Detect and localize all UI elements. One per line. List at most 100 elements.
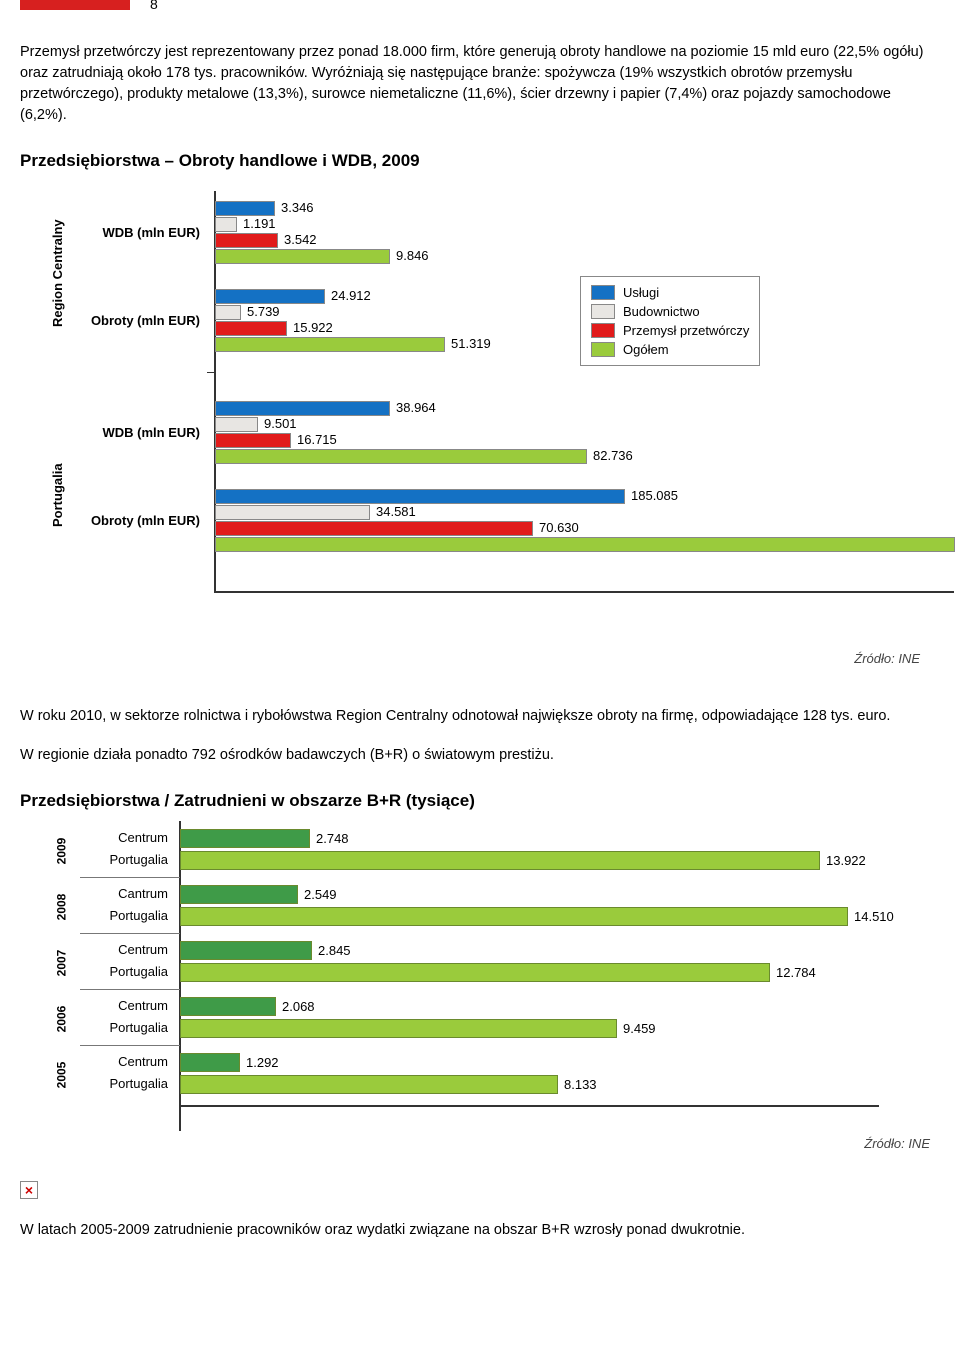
chart2-row-separator — [80, 877, 180, 878]
chart2: Centrum 2.748 Portugalia 13.922 2009 Cantrum 2… — [20, 821, 940, 1161]
chart2-row-separator — [80, 989, 180, 990]
legend-swatch — [591, 342, 615, 357]
chart1-bar-value: 16.715 — [297, 432, 337, 447]
chart1-bar-value: 34.581 — [376, 504, 416, 519]
chart2-year-label: 2008 — [54, 893, 68, 920]
chart2-year-label: 2009 — [54, 837, 68, 864]
chart1-bar — [215, 417, 258, 432]
legend-swatch — [591, 285, 615, 300]
legend-label: Usługi — [623, 285, 659, 300]
broken-image-icon: × — [20, 1181, 38, 1199]
chart2-title: Przedsiębiorstwa / Zatrudnieni w obszarz… — [20, 791, 940, 811]
chart2-bar-value: 14.510 — [854, 909, 894, 924]
chart1-bar — [215, 521, 533, 536]
chart1-metric-label: WDB (mln EUR) — [80, 225, 200, 240]
chart1-bar-value: 3.346 — [281, 200, 314, 215]
chart1-bar — [215, 433, 291, 448]
chart2-year-label: 2006 — [54, 1005, 68, 1032]
chart1-bar — [215, 401, 390, 416]
legend-swatch — [591, 323, 615, 338]
chart2-category-label: Cantrum — [78, 886, 168, 901]
paragraph-4: W latach 2005-2009 zatrudnienie pracowni… — [20, 1220, 940, 1241]
chart1-bar — [215, 233, 278, 248]
legend-swatch — [591, 304, 615, 319]
chart1: WDB (mln EUR) 3.346 1.191 3.542 9.846 Obroty … — [20, 181, 940, 641]
chart1-bar — [215, 289, 325, 304]
page-number: 8 — [150, 0, 940, 12]
chart1-legend-item: Przemysł przetwórczy — [591, 321, 749, 340]
chart2-bar-value: 12.784 — [776, 965, 816, 980]
chart2-bar-value: 1.292 — [246, 1055, 279, 1070]
chart1-bar — [215, 249, 390, 264]
chart1-bar — [215, 505, 370, 520]
chart1-bar-value: 185.085 — [631, 488, 678, 503]
chart2-bar-value: 2.845 — [318, 943, 351, 958]
chart2-bar — [180, 851, 820, 870]
chart1-bar-value: 38.964 — [396, 400, 436, 415]
chart2-category-label: Centrum — [78, 942, 168, 957]
chart1-bar — [215, 201, 275, 216]
chart1-region-label: Region Centralny — [50, 219, 65, 327]
legend-label: Budownictwo — [623, 304, 700, 319]
chart1-legend-item: Usługi — [591, 283, 749, 302]
chart2-category-label: Portugalia — [78, 1020, 168, 1035]
chart1-bar-value: 70.630 — [539, 520, 579, 535]
chart1-region-label: Portugalia — [50, 463, 65, 527]
chart1-title: Przedsiębiorstwa – Obroty handlowe i WDB… — [20, 151, 940, 171]
chart2-category-label: Centrum — [78, 998, 168, 1013]
chart2-category-label: Portugalia — [78, 1076, 168, 1091]
chart1-bar-value: 3.542 — [284, 232, 317, 247]
chart1-metric-label: WDB (mln EUR) — [80, 425, 200, 440]
chart2-bar — [180, 829, 310, 848]
chart2-bar-value: 2.549 — [304, 887, 337, 902]
header-accent — [20, 0, 130, 10]
chart1-bar-value: 82.736 — [593, 448, 633, 463]
chart2-category-label: Centrum — [78, 1054, 168, 1069]
chart2-source: Źródło: INE — [864, 1136, 930, 1151]
chart2-row-separator — [80, 1045, 180, 1046]
chart1-separator — [207, 372, 215, 373]
chart2-bar — [180, 963, 770, 982]
chart2-bar — [180, 997, 276, 1016]
chart2-bar — [180, 1019, 617, 1038]
chart2-bar — [180, 941, 312, 960]
chart1-bar-value: 5.739 — [247, 304, 280, 319]
chart1-bar — [215, 537, 955, 552]
chart2-bar-value: 8.133 — [564, 1077, 597, 1092]
chart2-category-label: Portugalia — [78, 908, 168, 923]
chart1-bar-value: 1.191 — [243, 216, 276, 231]
chart2-bar-value: 2.068 — [282, 999, 315, 1014]
chart1-bar — [215, 305, 241, 320]
chart1-bar — [215, 217, 237, 232]
legend-label: Przemysł przetwórczy — [623, 323, 749, 338]
chart2-category-label: Portugalia — [78, 852, 168, 867]
chart1-metric-label: Obroty (mln EUR) — [80, 313, 200, 328]
chart1-bar-value: 24.912 — [331, 288, 371, 303]
chart1-metric-label: Obroty (mln EUR) — [80, 513, 200, 528]
paragraph-2: W roku 2010, w sektorze rolnictwa i rybo… — [20, 706, 940, 727]
chart2-category-label: Portugalia — [78, 964, 168, 979]
chart1-bar — [215, 449, 587, 464]
chart1-xaxis — [214, 591, 954, 593]
legend-label: Ogółem — [623, 342, 669, 357]
chart1-bar — [215, 489, 625, 504]
chart1-bar — [215, 321, 287, 336]
chart2-bar — [180, 1075, 558, 1094]
chart2-year-label: 2005 — [54, 1061, 68, 1088]
paragraph-3: W regionie działa ponadto 792 ośrodków b… — [20, 745, 940, 766]
chart2-row-separator — [80, 933, 180, 934]
chart2-year-label: 2007 — [54, 949, 68, 976]
chart2-xaxis — [179, 1105, 879, 1107]
chart2-category-label: Centrum — [78, 830, 168, 845]
paragraph-1: Przemysł przetwórczy jest reprezentowany… — [20, 42, 940, 126]
chart2-bar-value: 13.922 — [826, 853, 866, 868]
chart1-legend-item: Budownictwo — [591, 302, 749, 321]
chart1-legend: Usługi Budownictwo Przemysł przetwórczy Ogó… — [580, 276, 760, 366]
chart1-legend-item: Ogółem — [591, 340, 749, 359]
chart2-bar — [180, 907, 848, 926]
chart2-bar-value: 2.748 — [316, 831, 349, 846]
chart1-bar-value: 9.846 — [396, 248, 429, 263]
chart1-source: Źródło: INE — [20, 651, 940, 666]
chart2-bar — [180, 885, 298, 904]
chart2-bar — [180, 1053, 240, 1072]
